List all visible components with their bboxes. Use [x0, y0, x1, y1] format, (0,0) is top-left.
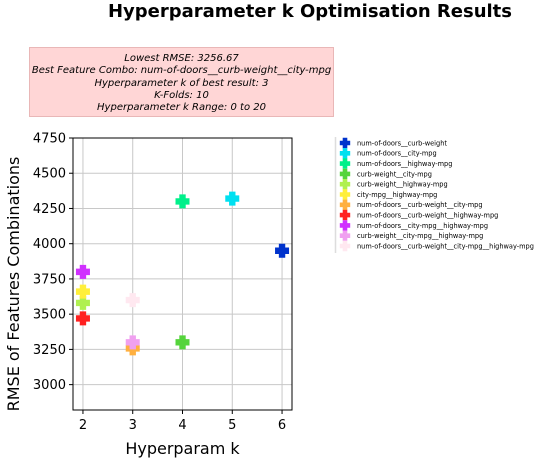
legend-marker: [339, 199, 351, 210]
data-point: [175, 335, 190, 350]
results-info-box: Lowest RMSE: 3256.67 Best Feature Combo:…: [29, 47, 334, 117]
legend-label: city-mpg__highway-mpg: [357, 191, 437, 199]
legend-label: curb-weight__city-mpg: [357, 170, 432, 178]
legend-label: num-of-doors__city-mpg: [357, 150, 437, 158]
legend-label: num-of-doors__curb-weight__city-mpg__hig…: [357, 242, 534, 250]
legend-label: curb-weight__highway-mpg: [357, 181, 448, 189]
y-tick-label: 4250: [33, 202, 66, 217]
y-axis-label: RMSE of Features Combinations: [4, 157, 23, 412]
info-best-combo: Best Feature Combo: num-of-doors__curb-w…: [31, 65, 332, 77]
y-tick-label: 4500: [33, 167, 66, 182]
data-point: [225, 191, 240, 206]
info-kfolds: K-Folds: 10: [154, 89, 209, 101]
x-tick-label: 4: [178, 418, 186, 433]
data-point: [275, 243, 290, 258]
legend-label: num-of-doors__highway-mpg: [357, 160, 452, 168]
legend-label: curb-weight__city-mpg__highway-mpg: [357, 232, 483, 240]
y-tick-label: 3250: [33, 343, 66, 358]
legend-marker: [339, 148, 351, 159]
legend-marker: [339, 209, 351, 221]
legend-marker: [339, 168, 351, 180]
info-lowest-rmse: Lowest RMSE: 3256.67: [124, 53, 239, 64]
legend-label: num-of-doors__curb-weight: [357, 139, 447, 147]
x-tick-label: 2: [79, 418, 87, 433]
data-point: [75, 295, 90, 310]
data-point: [75, 264, 90, 279]
x-tick-label: 3: [129, 418, 137, 433]
data-point: [75, 311, 90, 326]
x-tick-label: 6: [278, 418, 286, 433]
legend-marker: [339, 158, 351, 169]
legend-marker: [339, 230, 351, 241]
y-tick-label: 4000: [33, 237, 66, 252]
x-axis-label: Hyperparam k: [125, 439, 240, 458]
legend-label: num-of-doors__curb-weight__highway-mpg: [357, 212, 498, 220]
chart-title: Hyperparameter k Optimisation Results: [107, 1, 513, 22]
legend-label: num-of-doors__curb-weight__city-mpg: [357, 201, 483, 209]
data-point: [125, 293, 140, 308]
legend-marker: [339, 240, 351, 252]
y-tick-label: 3000: [33, 378, 66, 393]
data-point: [175, 194, 190, 209]
legend-marker: [339, 220, 351, 231]
legend-marker: [339, 179, 351, 190]
y-tick-label: 3750: [33, 272, 66, 287]
data-point: [125, 335, 140, 350]
legend-label: num-of-doors__city-mpg__highway-mpg: [357, 222, 488, 230]
info-best-k: Hyperparameter k of best result: 3: [94, 77, 269, 89]
legend-marker: [339, 189, 351, 200]
y-tick-label: 4750: [33, 132, 66, 147]
y-tick-label: 3500: [33, 308, 66, 323]
data-point: [75, 284, 90, 299]
info-k-range: Hyperparameter k Range: 0 to 20: [97, 102, 266, 114]
x-tick-label: 5: [228, 418, 236, 433]
legend-marker: [339, 137, 351, 149]
